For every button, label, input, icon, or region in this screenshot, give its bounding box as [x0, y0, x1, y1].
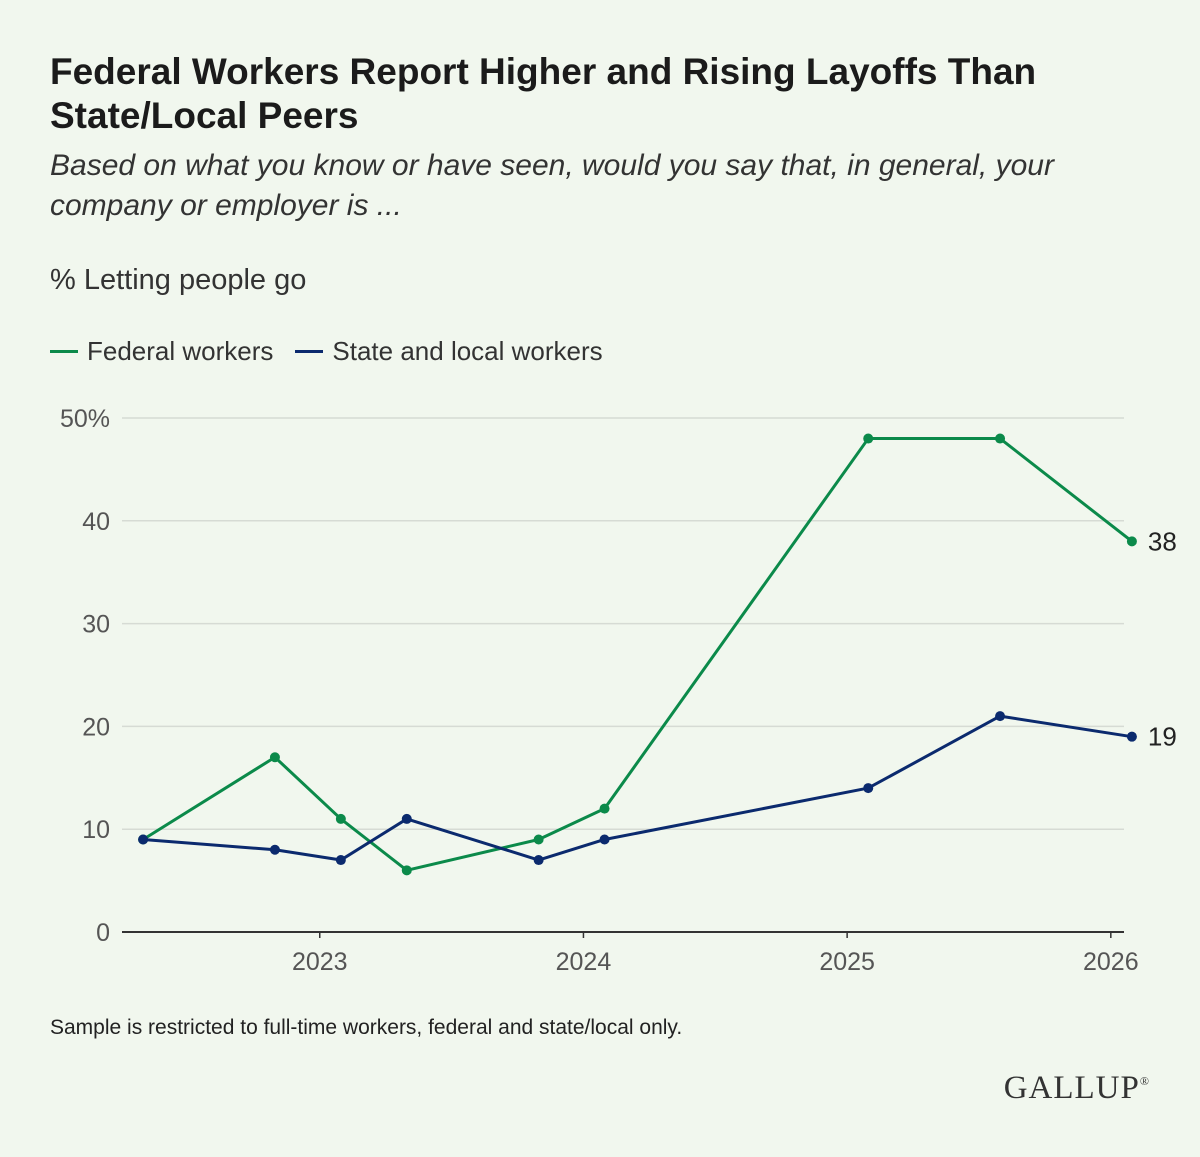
chart-title: Federal Workers Report Higher and Rising… [50, 51, 1037, 136]
registered-mark: ® [1139, 1074, 1150, 1088]
data-point-state-local [401, 813, 412, 824]
data-point-federal [401, 865, 412, 876]
data-point-federal [533, 834, 544, 845]
data-point-state-local [995, 711, 1006, 722]
x-tick-label: 2023 [292, 948, 348, 976]
data-point-federal [335, 813, 346, 824]
data-point-state-local [1126, 731, 1137, 742]
series-line-federal [141, 437, 1134, 872]
metric-label: % Letting people go [50, 264, 307, 296]
y-tick-label: 0 [96, 919, 110, 947]
end-label-state-local: 19 [1148, 722, 1177, 752]
data-point-state-local [599, 834, 610, 845]
data-point-state-local [138, 834, 149, 845]
data-point-federal [863, 433, 874, 444]
data-point-state-local [863, 783, 874, 794]
legend-swatch-federal [50, 350, 78, 353]
legend-swatch-state-local [295, 350, 324, 353]
footnote: Sample is restricted to full-time worker… [50, 1016, 683, 1039]
data-point-state-local [533, 855, 544, 866]
data-point-state-local [335, 855, 346, 866]
legend-label-federal: Federal workers [87, 336, 274, 366]
chart-subtitle: Based on what you know or have seen, wou… [50, 149, 1054, 222]
legend-label-state-local: State and local workers [332, 336, 603, 366]
x-tick-label: 2024 [556, 948, 612, 976]
legend-item-state-local: State and local workers [295, 336, 603, 367]
legend: Federal workers State and local workers [50, 336, 625, 367]
y-tick-label: 40 [82, 508, 110, 536]
brand-name: GALLUP [1003, 1070, 1140, 1106]
y-tick-label: 10 [82, 816, 110, 844]
data-point-federal [599, 803, 610, 814]
gallup-logo: GALLUP® [1004, 1070, 1150, 1107]
end-label-federal: 38 [1148, 526, 1177, 556]
data-point-state-local [269, 844, 280, 855]
y-tick-label: 50% [60, 405, 110, 433]
x-tick-label: 2026 [1083, 948, 1139, 976]
data-point-federal [1126, 536, 1137, 547]
data-point-federal [995, 433, 1006, 444]
y-tick-label: 20 [82, 713, 110, 741]
series-line-state-local [141, 714, 1134, 862]
legend-item-federal: Federal workers [50, 336, 273, 367]
line-chart: 0 10 20 30 40 50% 2023 2024 2025 2026 38 19 [60, 405, 1177, 976]
data-point-federal [269, 752, 280, 763]
x-tick-label: 2025 [819, 948, 875, 976]
y-tick-label: 30 [82, 611, 110, 639]
